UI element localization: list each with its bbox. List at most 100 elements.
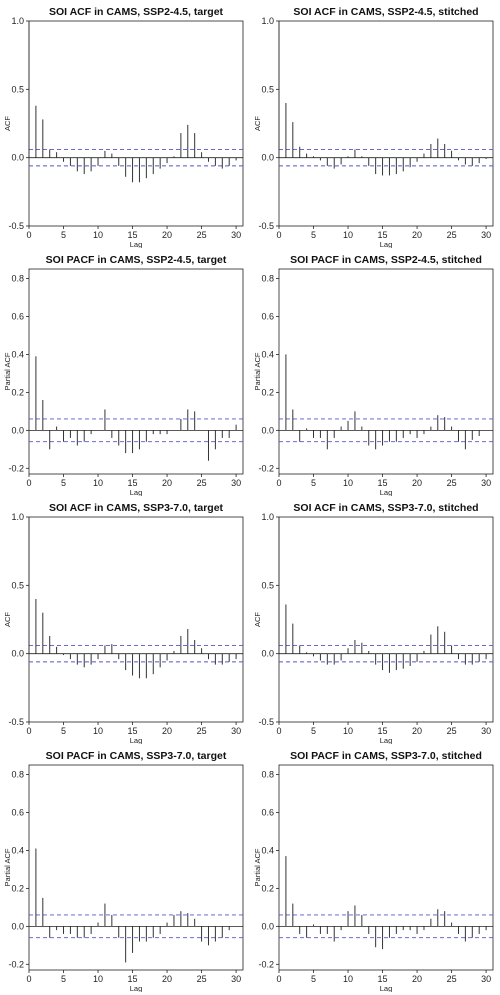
x-tick-label: 25 xyxy=(447,478,457,488)
y-tick-label: -0.2 xyxy=(258,463,274,473)
x-tick-label: 10 xyxy=(343,726,353,736)
x-tick-label: 0 xyxy=(276,230,281,240)
y-tick-label: 0.6 xyxy=(11,807,24,817)
x-tick-label: 5 xyxy=(61,478,66,488)
x-tick-label: 0 xyxy=(26,230,31,240)
y-tick-label: 0.5 xyxy=(261,84,274,94)
x-tick-label: 0 xyxy=(276,478,281,488)
x-tick-label: 30 xyxy=(481,230,491,240)
x-tick-label: 0 xyxy=(276,726,281,736)
x-tick-label: 20 xyxy=(162,974,172,984)
chart-title: SOI ACF in CAMS, SSP3-7.0, target xyxy=(49,502,224,514)
y-tick-label: 0.0 xyxy=(11,153,24,163)
chart-title: SOI PACF in CAMS, SSP3-7.0, target xyxy=(46,750,227,762)
y-tick-label: 0.0 xyxy=(261,649,274,659)
chart-title: SOI ACF in CAMS, SSP2-4.5, target xyxy=(49,6,224,18)
y-tick-label: 0.0 xyxy=(261,425,274,435)
y-axis-label: ACF xyxy=(3,612,12,627)
plot-frame xyxy=(278,268,494,475)
x-tick-label: 25 xyxy=(197,726,207,736)
x-tick-label: 15 xyxy=(378,974,388,984)
x-axis-label: Lag xyxy=(380,488,393,496)
y-axis-label: ACF xyxy=(253,116,262,131)
x-tick-label: 30 xyxy=(231,230,241,240)
y-axis-label: Partial ACF xyxy=(3,848,12,886)
x-tick-label: 25 xyxy=(197,478,207,488)
y-tick-label: 0.4 xyxy=(11,845,24,855)
y-tick-label: 0.0 xyxy=(11,425,24,435)
y-tick-label: 0.6 xyxy=(11,311,24,321)
x-tick-label: 20 xyxy=(412,974,422,984)
x-tick-label: 20 xyxy=(162,230,172,240)
plot-frame xyxy=(278,516,494,723)
y-tick-label: 0.4 xyxy=(11,349,24,359)
x-tick-label: 15 xyxy=(128,478,138,488)
x-axis-label: Lag xyxy=(130,984,143,992)
x-tick-label: 30 xyxy=(231,974,241,984)
x-tick-label: 15 xyxy=(128,230,138,240)
y-tick-label: 0.4 xyxy=(261,349,274,359)
y-tick-label: 0.8 xyxy=(261,769,274,779)
y-tick-label: -0.5 xyxy=(8,221,24,231)
x-axis-label: Lag xyxy=(130,488,143,496)
y-axis-label: Partial ACF xyxy=(253,352,262,390)
x-axis-label: Lag xyxy=(380,240,393,248)
x-tick-label: 15 xyxy=(128,726,138,736)
x-axis-label: Lag xyxy=(130,240,143,248)
acf-chart-panel: SOI ACF in CAMS, SSP2-4.5, target -0.5 0.0… xyxy=(3,6,244,248)
x-tick-label: 10 xyxy=(93,974,103,984)
x-tick-label: 20 xyxy=(162,726,172,736)
x-tick-label: 15 xyxy=(378,230,388,240)
y-tick-label: 1.0 xyxy=(261,16,274,26)
y-tick-label: 0.4 xyxy=(261,845,274,855)
acf-chart-panel: SOI ACF in CAMS, SSP3-7.0, target -0.5 0.0… xyxy=(3,502,244,744)
x-tick-label: 30 xyxy=(231,726,241,736)
x-tick-label: 5 xyxy=(61,230,66,240)
x-tick-label: 20 xyxy=(412,230,422,240)
x-tick-label: 15 xyxy=(378,478,388,488)
x-tick-label: 5 xyxy=(61,726,66,736)
x-tick-label: 10 xyxy=(343,478,353,488)
y-tick-label: 0.8 xyxy=(261,273,274,283)
y-tick-label: 0.6 xyxy=(261,311,274,321)
y-tick-label: 0.5 xyxy=(261,580,274,590)
y-tick-label: 0.0 xyxy=(11,649,24,659)
x-tick-label: 25 xyxy=(197,974,207,984)
y-tick-label: 0.2 xyxy=(261,883,274,893)
x-tick-label: 15 xyxy=(128,974,138,984)
x-tick-label: 30 xyxy=(481,726,491,736)
chart-title: SOI PACF in CAMS, SSP2-4.5, stitched xyxy=(290,254,482,266)
y-tick-label: 0.6 xyxy=(261,807,274,817)
x-axis-label: Lag xyxy=(380,736,393,744)
x-tick-label: 30 xyxy=(481,478,491,488)
x-tick-label: 5 xyxy=(311,230,316,240)
y-tick-label: 0.0 xyxy=(11,921,24,931)
x-tick-label: 15 xyxy=(378,726,388,736)
plot-frame xyxy=(28,516,244,723)
x-tick-label: 25 xyxy=(447,230,457,240)
y-tick-label: 1.0 xyxy=(261,512,274,522)
x-tick-label: 0 xyxy=(26,974,31,984)
x-tick-label: 0 xyxy=(26,478,31,488)
y-tick-label: 0.5 xyxy=(11,84,24,94)
y-axis-label: Partial ACF xyxy=(253,848,262,886)
x-tick-label: 25 xyxy=(447,974,457,984)
acf-chart-panel: SOI ACF in CAMS, SSP2-4.5, stitched-0.50… xyxy=(253,6,494,248)
plot-frame xyxy=(278,20,494,227)
y-tick-label: -0.2 xyxy=(8,959,24,969)
x-tick-label: 20 xyxy=(412,478,422,488)
acf-chart-panel: SOI PACF in CAMS, SSP2-4.5, stitched -0.2… xyxy=(253,254,494,496)
x-tick-label: 25 xyxy=(447,726,457,736)
y-axis-label: ACF xyxy=(3,116,12,131)
y-tick-label: 0.2 xyxy=(11,883,24,893)
x-tick-label: 25 xyxy=(197,230,207,240)
y-tick-label: 1.0 xyxy=(11,16,24,26)
chart-title: SOI PACF in CAMS, SSP2-4.5, target xyxy=(46,254,227,266)
acf-chart-panel: SOI PACF in CAMS, SSP3-7.0, stitched -0.2… xyxy=(253,750,494,992)
chart-title: SOI ACF in CAMS, SSP2-4.5, stitched xyxy=(293,6,478,18)
x-tick-label: 10 xyxy=(93,726,103,736)
chart-title: SOI PACF in CAMS, SSP3-7.0, stitched xyxy=(290,750,482,762)
x-tick-label: 20 xyxy=(162,478,172,488)
x-tick-label: 5 xyxy=(61,974,66,984)
y-tick-label: -0.5 xyxy=(258,221,274,231)
